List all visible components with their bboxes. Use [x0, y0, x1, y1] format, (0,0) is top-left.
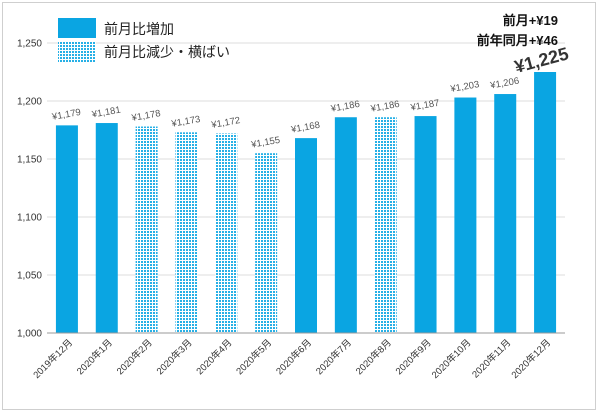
data-label: ¥1,187 [409, 98, 441, 114]
x-tick-label: 2020年1月 [74, 337, 115, 378]
bar-increase [454, 97, 477, 334]
legend-decrease-label: 前月比減少・横ばい [104, 44, 230, 60]
annotation-year-over-year: 前年同月+¥46 [477, 33, 558, 48]
y-tick-label: 1,050 [17, 271, 42, 282]
y-tick-label: 1,200 [17, 97, 42, 108]
x-tick-label: 2020年10月 [429, 337, 473, 381]
y-tick-label: 1,250 [17, 39, 42, 50]
x-tick-label: 2020年7月 [313, 337, 354, 378]
data-label: ¥1,186 [329, 99, 361, 115]
legend-increase-swatch [58, 18, 96, 38]
bar-increase [414, 116, 437, 333]
data-label: ¥1,155 [249, 135, 281, 151]
bar-decrease [215, 133, 238, 333]
x-tick-label: 2020年8月 [353, 337, 394, 378]
data-label: ¥1,178 [130, 108, 162, 124]
x-tick-label: 2020年5月 [234, 337, 275, 378]
x-tick-label: 2019年12月 [31, 337, 75, 381]
data-label-highlight: ¥1,225 [512, 43, 570, 77]
data-label: ¥1,173 [170, 114, 202, 130]
bar-increase [494, 94, 517, 333]
data-label: ¥1,168 [289, 120, 321, 136]
chart-frame: 1,000 1,050 1,100 1,150 1,200 1,250 ¥1,179 ¥1,… [2, 2, 596, 410]
bar-increase [55, 125, 78, 333]
bar-increase [295, 138, 317, 333]
legend-decrease-swatch [58, 42, 96, 62]
x-tick-label: 2020年12月 [509, 337, 553, 381]
legend: 前月比増加 前月比減少・横ばい [58, 18, 230, 62]
data-label: ¥1,179 [50, 107, 82, 123]
x-axis-ticks: 2019年12月 2020年1月 2020年2月 2020年3月 2020年4月 2020… [31, 337, 553, 381]
bar-increase [95, 123, 118, 333]
bar-increase [534, 72, 557, 333]
bar-decrease [175, 132, 198, 333]
x-tick-label: 2020年9月 [393, 337, 434, 378]
data-label: ¥1,206 [489, 76, 521, 92]
data-label: ¥1,181 [90, 105, 122, 121]
annotation-month-over-month: 前月+¥19 [503, 13, 558, 28]
bar-chart: 1,000 1,050 1,100 1,150 1,200 1,250 ¥1,179 ¥1,… [17, 13, 571, 381]
x-tick-label: 2020年4月 [194, 337, 235, 378]
data-label: ¥1,186 [369, 99, 401, 115]
y-tick-label: 1,150 [17, 155, 42, 166]
bar-decrease [374, 117, 397, 334]
bar-decrease [255, 153, 278, 333]
x-tick-label: 2020年2月 [114, 337, 155, 378]
data-label: ¥1,203 [449, 79, 481, 95]
bar-increase [334, 117, 357, 334]
x-tick-label: 2020年6月 [274, 337, 315, 378]
legend-increase-label: 前月比増加 [104, 21, 174, 37]
data-label: ¥1,172 [210, 115, 242, 131]
y-axis-ticks: 1,000 1,050 1,100 1,150 1,200 1,250 [17, 39, 42, 340]
x-tick-label: 2020年11月 [470, 337, 514, 381]
y-tick-label: 1,100 [17, 213, 42, 224]
x-tick-label: 2020年3月 [154, 337, 195, 378]
bar-decrease [135, 126, 158, 334]
bars [55, 72, 557, 334]
y-tick-label: 1,000 [17, 329, 42, 340]
